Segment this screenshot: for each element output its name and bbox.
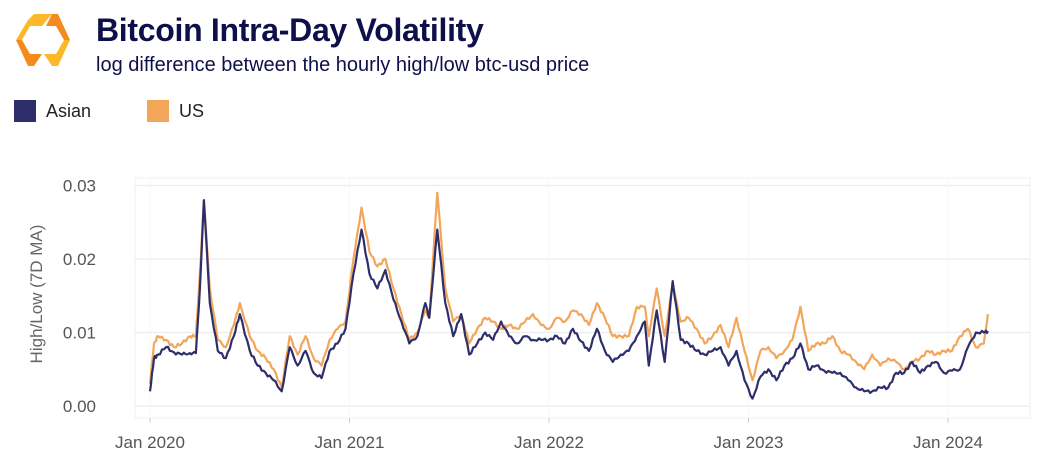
legend-swatch-asian: [14, 100, 36, 122]
y-tick-label: 0.03: [63, 177, 96, 196]
plot-frame: [134, 177, 1031, 419]
legend-label-us: US: [179, 100, 205, 121]
legend-label-asian: Asian: [46, 100, 92, 121]
hexagon-logo-icon: [16, 14, 70, 66]
y-axis-label: High/Low (7D MA): [27, 225, 46, 364]
y-tick-label: 0.01: [63, 324, 96, 343]
legend-item-asian[interactable]: Asian: [14, 100, 91, 122]
legend: Asian US: [14, 100, 260, 122]
y-axis: 0.00 0.01 0.02 0.03: [63, 177, 96, 417]
legend-swatch-us: [147, 100, 170, 122]
series-line-us: [148, 191, 989, 389]
series-line-asian: [148, 199, 989, 400]
x-axis: Jan 2020 Jan 2021 Jan 2022 Jan 2023 Jan 2024: [115, 418, 983, 452]
y-tick-label: 0.02: [63, 250, 96, 269]
x-tick-label: Jan 2023: [714, 433, 784, 452]
chart-title: Bitcoin Intra-Day Volatility: [96, 12, 484, 48]
x-tick-label: Jan 2020: [115, 433, 185, 452]
grid: [134, 177, 1031, 419]
x-tick-label: Jan 2022: [514, 433, 584, 452]
series-lines: [148, 191, 989, 400]
x-tick-label: Jan 2024: [913, 433, 983, 452]
legend-item-us[interactable]: US: [147, 100, 204, 122]
x-tick-label: Jan 2021: [315, 433, 385, 452]
chart-subtitle: log difference between the hourly high/l…: [96, 54, 590, 76]
y-tick-label: 0.00: [63, 397, 96, 416]
